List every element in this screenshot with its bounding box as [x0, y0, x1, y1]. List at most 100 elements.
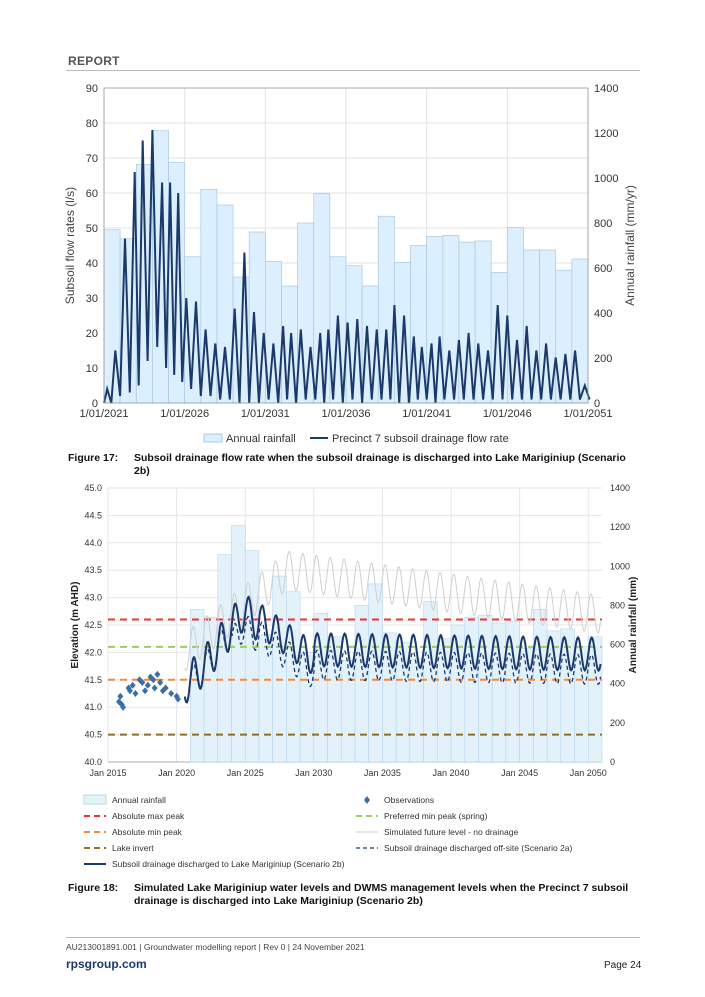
legend-label: Subsoil drainage discharged to Lake Mari…: [112, 859, 345, 869]
figure-17-caption: Figure 17: Subsoil drainage flow rate wh…: [68, 452, 640, 482]
page-number: Page 24: [604, 960, 642, 971]
legend-swatch: [364, 796, 370, 804]
left-tick-label: 41.5: [84, 675, 102, 685]
right-tick-label: 200: [594, 353, 612, 365]
right-axis-label: Annual rainfall (mm/yr): [623, 185, 637, 306]
observation-point: [168, 690, 175, 697]
left-tick-label: 90: [86, 83, 98, 95]
left-tick-label: 40.5: [84, 730, 102, 740]
x-tick-label: Jan 2045: [501, 768, 538, 778]
left-tick-label: 60: [86, 188, 98, 200]
legend-rainfall-swatch: [203, 433, 223, 443]
observation-point: [144, 681, 151, 689]
x-tick-label: Jan 2015: [89, 768, 126, 778]
rainfall-bar: [571, 258, 589, 404]
observation-point: [151, 684, 158, 692]
legend-label: Absolute max peak: [112, 811, 185, 821]
right-tick-label: 1400: [594, 83, 618, 95]
left-tick-label: 42.0: [84, 647, 102, 657]
scenario-2b-series-line: [183, 595, 602, 704]
legend-label: Observations: [384, 795, 434, 805]
x-tick-label: 1/01/2046: [483, 408, 532, 420]
rainfall-bar: [587, 636, 603, 763]
figure-18-number: Figure 18:: [68, 882, 119, 894]
rainfall-bar: [217, 554, 232, 763]
x-tick-label: 1/01/2041: [402, 408, 451, 420]
legend-label: Lake invert: [112, 843, 154, 853]
left-tick-label: 41.0: [84, 702, 102, 712]
x-tick-label: Jan 2025: [227, 768, 264, 778]
legend-flow-label: Precinct 7 subsoil drainage flow rate: [332, 433, 509, 445]
right-tick-label: 1400: [610, 483, 630, 493]
left-tick-label: 0: [92, 398, 98, 410]
right-tick-label: 0: [610, 757, 615, 767]
legend-swatch: [83, 794, 107, 805]
lake-level-chart: 40.0 40.5 41.0 41.5 42.0 42.5 43.0 43.5 44.0 44.5…: [70, 483, 639, 869]
observation-point: [118, 700, 125, 708]
rainfall-bar: [354, 605, 370, 763]
right-axis-label: Annual rainfall (mm): [628, 577, 639, 674]
rainfall-bar: [231, 524, 246, 763]
x-tick-label: 1/01/2026: [160, 408, 209, 420]
legend-label: Absolute min peak: [112, 827, 183, 837]
observation-point: [117, 692, 124, 700]
footer-divider: [66, 937, 640, 938]
right-tick-label: 800: [594, 218, 612, 230]
left-tick-label: 44.0: [84, 538, 102, 548]
left-tick-label: 40.0: [84, 757, 102, 767]
left-tick-label: 20: [86, 328, 98, 340]
left-tick-label: 70: [86, 153, 98, 165]
right-tick-label: 1200: [594, 128, 618, 140]
x-tick-label: 1/01/2036: [322, 408, 371, 420]
figure-17-text: Subsoil drainage flow rate when the subs…: [134, 452, 626, 477]
left-tick-label: 10: [86, 363, 98, 375]
left-tick-label: 80: [86, 118, 98, 130]
left-axis-label: Elevation (m AHD): [70, 582, 81, 669]
observation-point: [139, 679, 146, 687]
left-axis-label: Subsoil flow rates (l/s): [63, 187, 77, 304]
report-header: REPORT: [68, 54, 120, 68]
observation-point: [150, 676, 157, 684]
left-tick-label: 45.0: [84, 483, 102, 493]
legend-label: Preferred min peak (spring): [384, 811, 488, 821]
legend-label: Subsoil drainage discharged off-site (Sc…: [384, 843, 573, 853]
left-tick-label: 50: [86, 223, 98, 235]
x-tick-label: Jan 2030: [295, 768, 332, 778]
right-tick-label: 400: [594, 308, 612, 320]
figure-18-caption: Figure 18: Simulated Lake Mariginiup wat…: [68, 882, 640, 912]
legend-label: Simulated future level - no drainage: [384, 827, 518, 837]
observation-point: [162, 684, 169, 692]
footer-doc-info: AU213001891.001 | Groundwater modelling …: [66, 942, 365, 952]
x-tick-label: 1/01/2051: [564, 408, 613, 420]
x-tick-label: Jan 2050: [570, 768, 607, 778]
observation-point: [157, 679, 164, 687]
figure-18-text: Simulated Lake Mariginiup water levels a…: [134, 882, 629, 907]
no-drainage-series-line: [184, 550, 602, 672]
rainfall-bar: [423, 601, 438, 763]
left-tick-label: 40: [86, 258, 98, 270]
rainfall-bar: [297, 222, 315, 404]
header-divider: [66, 70, 640, 71]
x-tick-label: 1/01/2021: [80, 408, 129, 420]
rainfall-bar: [506, 227, 524, 404]
left-tick-label: 44.5: [84, 510, 102, 520]
rainfall-bar: [533, 609, 548, 763]
observation-point: [129, 681, 136, 689]
legend-rainfall-label: Annual rainfall: [226, 433, 296, 445]
left-tick-label: 43.5: [84, 565, 102, 575]
right-tick-label: 600: [610, 640, 625, 650]
right-tick-label: 400: [610, 679, 625, 689]
right-tick-label: 1000: [594, 173, 618, 185]
right-tick-label: 800: [610, 600, 625, 610]
observation-point: [132, 690, 139, 697]
observation-point: [142, 687, 149, 695]
left-tick-label: 30: [86, 293, 98, 305]
legend-label: Annual rainfall: [112, 795, 166, 805]
company-logo: rpsgroup.com: [66, 957, 147, 971]
right-tick-label: 1200: [610, 522, 630, 532]
x-tick-label: Jan 2040: [433, 768, 470, 778]
flow-rate-chart: 0 10 20 30 40 50 60 70 80 90 0 200 400 600 800 1000 1200…: [63, 83, 637, 445]
rainfall-bar: [244, 550, 260, 763]
observation-point: [126, 687, 133, 695]
observation-point: [120, 703, 127, 711]
